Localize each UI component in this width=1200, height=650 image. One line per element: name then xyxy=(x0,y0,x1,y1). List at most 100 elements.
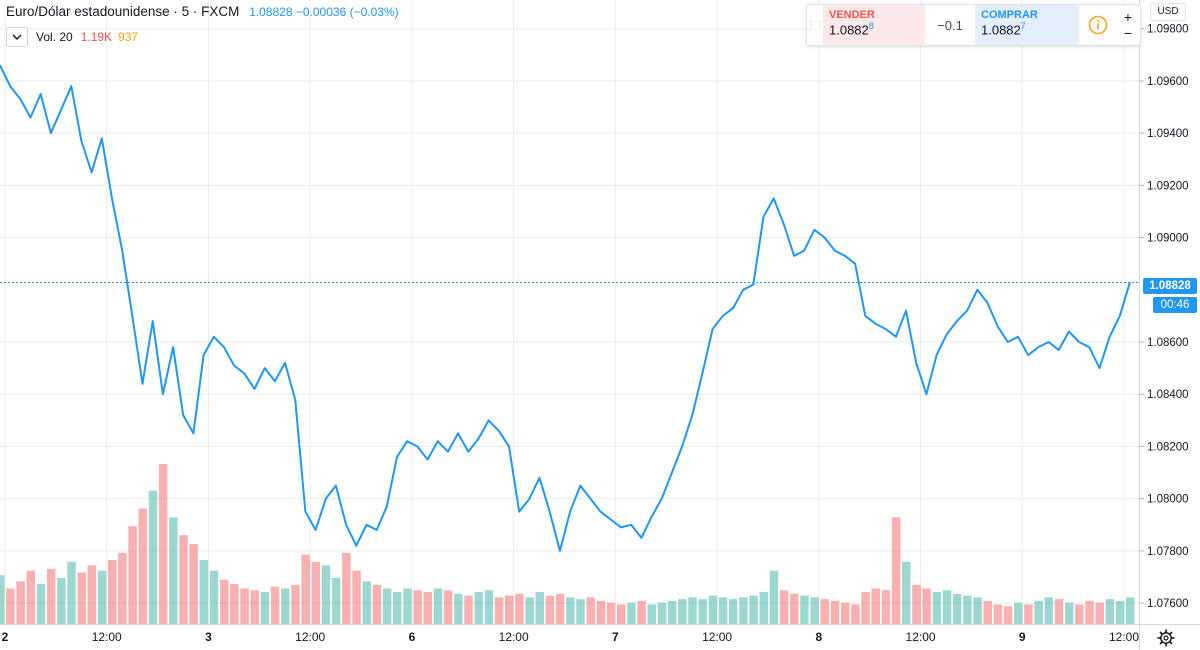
y-tick-label: 1.09600 xyxy=(1147,76,1189,88)
volume-bar xyxy=(637,600,646,624)
volume-bar xyxy=(26,570,36,624)
volume-bar xyxy=(250,590,260,624)
y-tick-label: 1.08000 xyxy=(1147,494,1189,506)
volume-bar xyxy=(983,600,992,624)
chevron-down-icon xyxy=(12,34,22,40)
volume-bar xyxy=(555,593,565,624)
volume-bar xyxy=(230,584,239,624)
volume-bar xyxy=(1126,597,1135,624)
volume-bar xyxy=(586,597,595,624)
info-button[interactable] xyxy=(1079,5,1117,45)
volume-bar xyxy=(922,588,931,624)
volume-bar xyxy=(107,560,117,624)
volume-bar xyxy=(321,565,331,624)
volume-bar xyxy=(566,597,575,624)
volume-bar xyxy=(484,590,494,624)
volume-bar xyxy=(423,592,433,624)
x-tick-label: 8 xyxy=(815,630,822,644)
volume-bar xyxy=(830,600,840,624)
time-axis[interactable]: 2 12:00 3 12:00 6 12:00 7 12:00 8 12:00 9 12:00 xyxy=(2,630,1140,644)
buy-button[interactable]: COMPRAR 1.08827 xyxy=(975,5,1079,45)
gear-icon[interactable] xyxy=(1156,628,1176,648)
x-tick-label: 9 xyxy=(1019,630,1026,644)
volume-bar xyxy=(403,588,412,624)
x-tick-label: 7 xyxy=(612,630,619,644)
volume-legend: Vol. 20 1.19K 937 xyxy=(6,27,138,47)
price-axis[interactable]: 1.09800 1.09600 1.09400 1.09200 1.09000 1.086… xyxy=(1139,24,1189,610)
volume-bar xyxy=(331,577,341,624)
volume-bar xyxy=(219,579,229,624)
volume-bar xyxy=(57,577,66,624)
buy-sell-panel: ⋮⋮ VENDER 1.08828 −0.1 COMPRAR 1.08827 +… xyxy=(806,4,1141,46)
chart-legend-header: Euro/Dólar estadounidense · 5 · FXCM 1.0… xyxy=(6,4,399,19)
y-tick-label: 1.09200 xyxy=(1147,180,1189,192)
y-tick-label: 1.09400 xyxy=(1147,128,1189,140)
volume-bar xyxy=(667,600,677,624)
volume-bar xyxy=(688,597,697,624)
volume-bar xyxy=(728,599,738,624)
y-tick-label: 1.07600 xyxy=(1147,598,1189,610)
volume-bar xyxy=(902,561,911,624)
volume-bar xyxy=(708,595,718,624)
last-price-label: 1.08828 xyxy=(1143,278,1197,294)
volume-bar xyxy=(1085,600,1094,624)
sell-button[interactable]: VENDER 1.08828 xyxy=(823,5,925,45)
volume-bar xyxy=(535,592,545,624)
x-tick-label: 12:00 xyxy=(92,630,122,644)
volume-bar xyxy=(260,592,270,624)
volume-bar xyxy=(311,561,321,624)
volume-bar xyxy=(1003,606,1013,624)
volume-bar xyxy=(891,517,901,624)
volume-bar xyxy=(87,565,97,624)
volume-bar xyxy=(199,560,209,624)
volume-bar xyxy=(209,570,219,624)
volume-bar xyxy=(474,592,483,624)
sell-label: VENDER xyxy=(829,9,875,21)
volume-bar xyxy=(800,595,809,624)
volume-bar xyxy=(1044,597,1054,624)
volume-bar xyxy=(169,517,178,624)
volume-ma-value: 937 xyxy=(118,30,139,44)
y-tick-label: 1.08400 xyxy=(1147,389,1189,401)
volume-bar xyxy=(942,590,952,624)
volume-bar xyxy=(128,526,137,624)
volume-bar xyxy=(240,588,249,624)
sell-price: 1.08828 xyxy=(829,21,874,38)
collapse-legend-button[interactable] xyxy=(6,27,28,47)
volume-bar xyxy=(179,535,188,624)
volume-bar xyxy=(1034,600,1043,624)
volume-bar xyxy=(820,599,830,624)
volume-bar xyxy=(881,590,891,624)
volume-bar xyxy=(433,588,443,624)
volume-bar xyxy=(1095,602,1104,624)
volume-bar xyxy=(382,588,392,624)
decrease-button[interactable]: − xyxy=(1123,25,1133,41)
volume-value: 1.19K xyxy=(80,30,113,44)
volume-bar xyxy=(342,552,351,624)
grid xyxy=(0,0,1139,624)
volume-bar xyxy=(46,568,56,624)
volume-bar xyxy=(16,581,25,624)
increase-button[interactable]: + xyxy=(1123,9,1133,25)
change-value: −0.00036 xyxy=(295,5,347,19)
volume-bar xyxy=(627,602,636,624)
volume-bar xyxy=(291,584,300,624)
x-tick-label: 6 xyxy=(409,630,416,644)
volume-bar xyxy=(840,602,850,624)
volume-bar xyxy=(118,552,127,624)
y-tick-label: 1.07800 xyxy=(1147,546,1189,558)
price-series-line xyxy=(0,64,1131,552)
volume-bar xyxy=(1024,604,1033,624)
volume-bar xyxy=(443,590,453,624)
volume-bar xyxy=(657,602,667,624)
volume-bar xyxy=(616,604,626,624)
volume-bar xyxy=(596,600,606,624)
spread-value: −0.1 xyxy=(937,17,963,33)
drag-handle-icon[interactable]: ⋮⋮ xyxy=(806,19,825,31)
volume-bar xyxy=(851,604,860,624)
currency-label[interactable]: USD xyxy=(1150,3,1186,21)
y-tick-label: 1.09800 xyxy=(1147,24,1189,36)
volume-bar xyxy=(769,570,779,624)
symbol-title: Euro/Dólar estadounidense · 5 · FXCM xyxy=(6,4,240,19)
